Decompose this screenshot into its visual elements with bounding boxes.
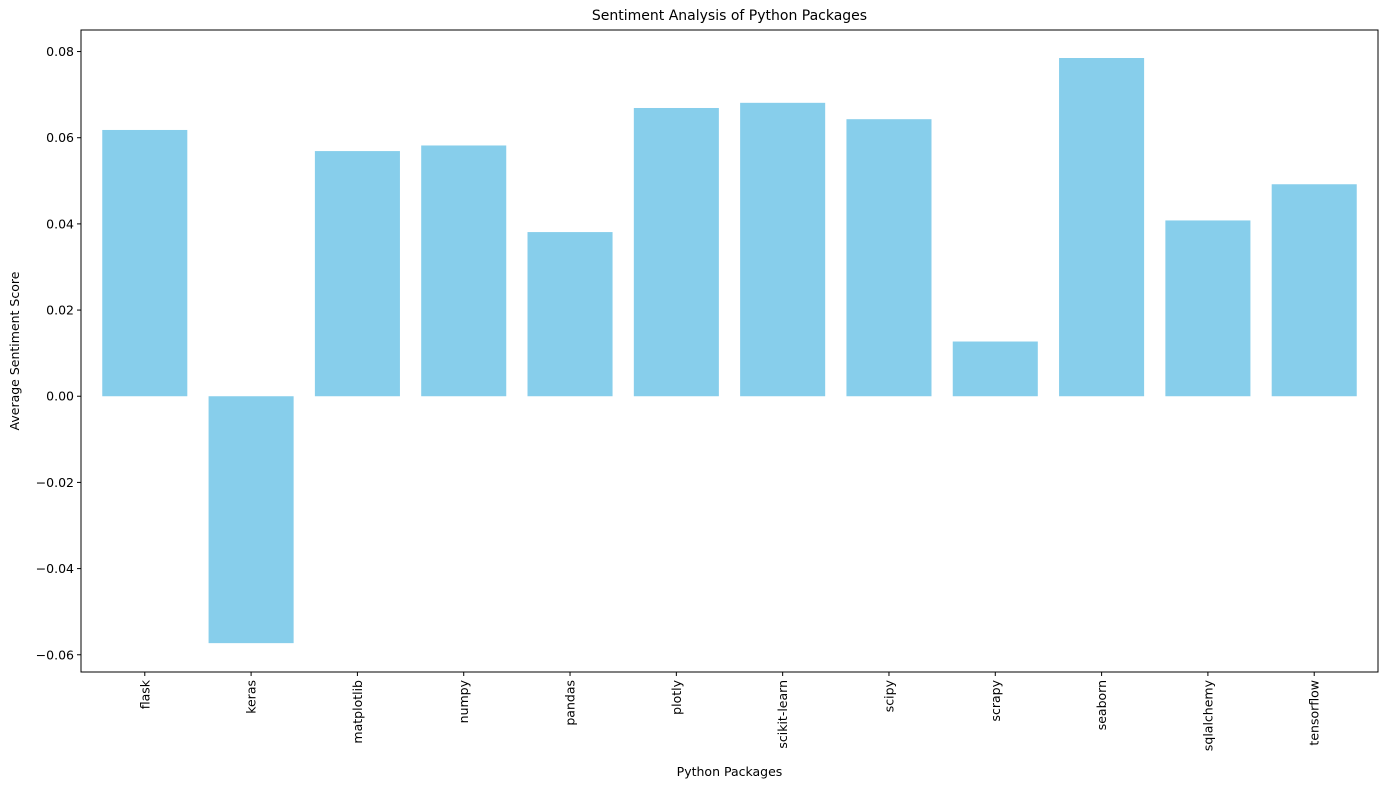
x-tick-label: scrapy [988, 679, 1003, 721]
bar-tensorflow [1271, 184, 1357, 397]
x-tick-label: seaborn [1094, 680, 1109, 730]
x-tick-label: numpy [456, 679, 471, 723]
bar-scikit-learn [740, 102, 826, 397]
y-tick-label: 0.04 [46, 216, 74, 231]
y-tick-label: 0.06 [46, 130, 74, 145]
bar-seaborn [1059, 58, 1145, 397]
bar-matplotlib [314, 151, 400, 397]
x-axis-label: Python Packages [677, 764, 783, 779]
bar-sqlalchemy [1165, 220, 1251, 397]
x-axis-ticks: flask keras matplotlib numpy pandas plotly sci… [137, 672, 1322, 751]
x-tick-label: matplotlib [350, 680, 365, 744]
bar-keras [208, 396, 294, 644]
y-tick-label: 0.00 [46, 389, 74, 404]
x-tick-label: keras [244, 680, 259, 714]
bar-pandas [527, 232, 613, 397]
y-tick-label: −0.04 [36, 561, 74, 576]
x-tick-label: plotly [669, 679, 684, 714]
y-tick-label: 0.08 [46, 44, 74, 59]
bar-numpy [421, 145, 507, 397]
y-axis-ticks: −0.06 −0.04 −0.02 0.00 0.02 0.04 0.06 0.08 [36, 44, 81, 662]
bar-scipy [846, 119, 932, 397]
x-tick-label: flask [137, 679, 152, 709]
chart-title: Sentiment Analysis of Python Packages [592, 8, 867, 24]
axes-frame [80, 29, 1379, 673]
y-tick-label: 0.02 [46, 303, 74, 318]
bar-plotly [633, 107, 719, 397]
y-tick-label: −0.06 [36, 647, 74, 662]
y-axis-label: Average Sentiment Score [7, 271, 22, 430]
x-tick-label: sqlalchemy [1200, 679, 1215, 751]
bars-group [102, 58, 1357, 644]
x-tick-label: scikit-learn [775, 680, 790, 749]
x-tick-label: pandas [563, 680, 578, 726]
bar-scrapy [952, 341, 1038, 397]
y-tick-label: −0.02 [36, 475, 74, 490]
bar-flask [102, 129, 188, 397]
x-tick-label: scipy [881, 679, 896, 712]
x-tick-label: tensorflow [1307, 680, 1322, 746]
